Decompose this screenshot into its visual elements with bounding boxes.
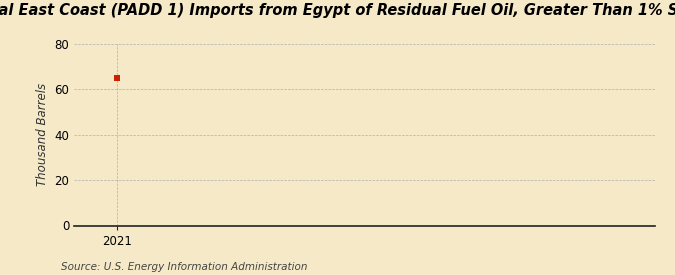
Text: Source: U.S. Energy Information Administration: Source: U.S. Energy Information Administ… bbox=[61, 262, 307, 272]
Text: Annual East Coast (PADD 1) Imports from Egypt of Residual Fuel Oil, Greater Than: Annual East Coast (PADD 1) Imports from … bbox=[0, 3, 675, 18]
Y-axis label: Thousand Barrels: Thousand Barrels bbox=[36, 83, 49, 186]
